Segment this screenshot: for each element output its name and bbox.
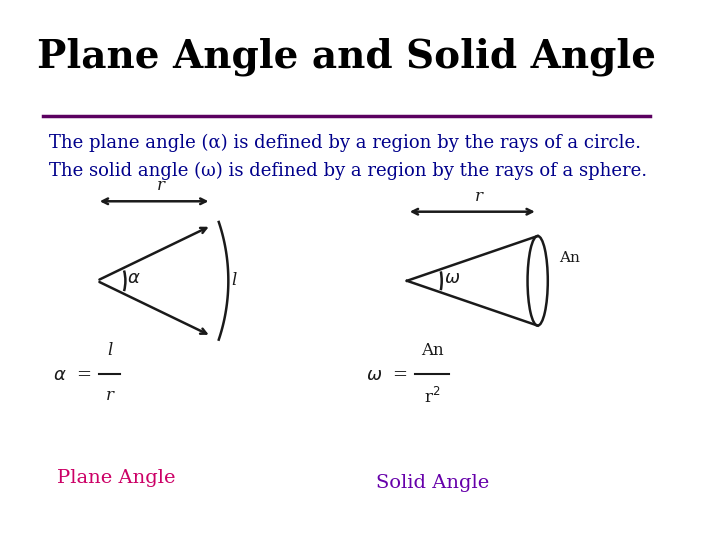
Text: l: l (107, 342, 112, 359)
Text: r: r (474, 188, 482, 205)
Text: Plane Angle: Plane Angle (57, 469, 175, 487)
Text: Plane Angle and Solid Angle: Plane Angle and Solid Angle (37, 38, 657, 76)
Text: The solid angle (ω) is defined by a region by the rays of a sphere.: The solid angle (ω) is defined by a regi… (50, 162, 647, 180)
Text: An: An (421, 342, 444, 359)
Text: r$^{2}$: r$^{2}$ (424, 387, 441, 407)
Text: $\alpha$: $\alpha$ (127, 269, 140, 287)
Text: $\omega$: $\omega$ (444, 269, 461, 287)
Text: The plane angle (α) is defined by a region by the rays of a circle.: The plane angle (α) is defined by a regi… (50, 134, 642, 152)
Text: r: r (156, 177, 164, 194)
Text: l: l (231, 272, 237, 289)
Text: $\omega$  =: $\omega$ = (366, 366, 408, 384)
Text: Solid Angle: Solid Angle (376, 474, 489, 492)
Text: r: r (106, 387, 114, 404)
Text: An: An (559, 252, 580, 265)
Text: $\alpha$  =: $\alpha$ = (53, 366, 91, 384)
